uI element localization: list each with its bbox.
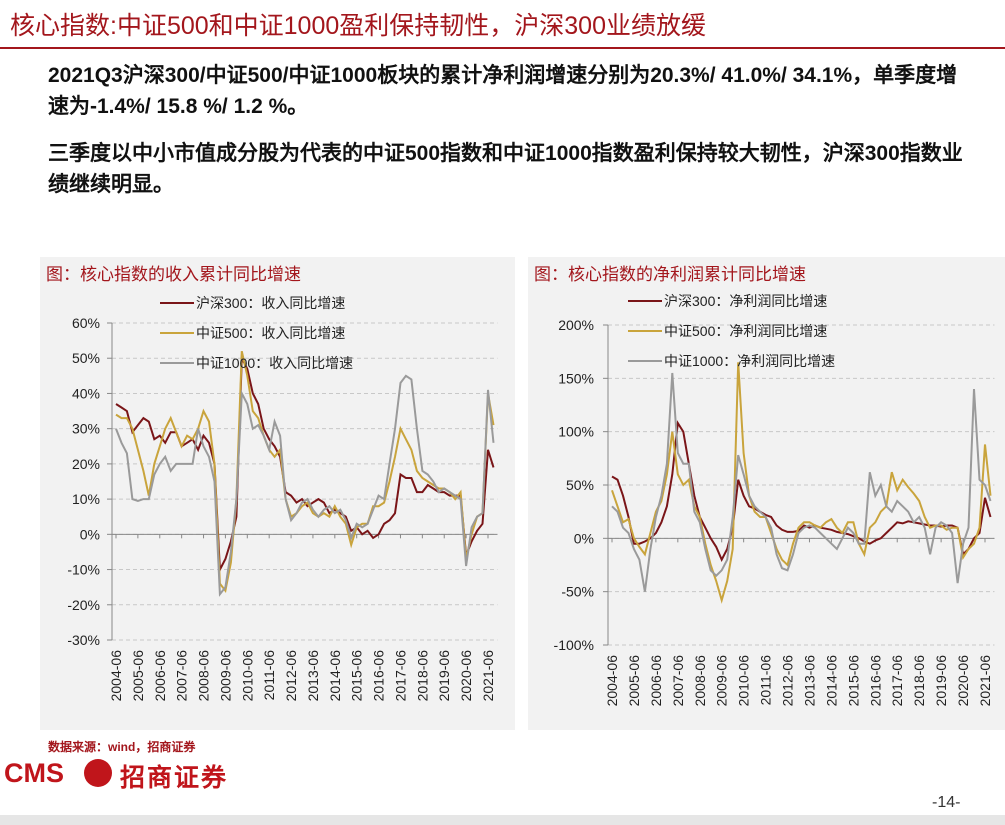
source-note: 数据来源：wind，招商证券	[48, 740, 196, 754]
x-tick-label: 2017-06	[889, 655, 905, 707]
x-tick-label: 2019-06	[436, 650, 452, 702]
logo-text: CMS	[4, 758, 64, 788]
paragraph: 2021Q3沪深300/中证500/中证1000板块的累计净利润增速分别为20.…	[48, 64, 958, 118]
y-tick-label: 50%	[72, 350, 100, 366]
x-tick-label: 2016-06	[371, 650, 387, 702]
chart-panel: 图：核心指数的收入累计同比增速 -30% -20% -10% 0% 10% 20% 30% 40…	[40, 257, 515, 730]
legend-label: 中证500：净利润同比增速	[664, 323, 827, 339]
y-tick-label: -20%	[67, 597, 100, 613]
y-tick-label: 60%	[72, 315, 100, 331]
x-tick-label: 2021-06	[480, 650, 496, 702]
x-tick-label: 2014-06	[327, 650, 343, 702]
y-tick-label: 20%	[72, 456, 100, 472]
y-tick-label: 10%	[72, 491, 100, 507]
legend-label: 中证500：收入同比增速	[196, 325, 345, 341]
x-tick-label: 2007-06	[174, 650, 190, 702]
y-tick-label: -50%	[561, 584, 594, 600]
footer-band	[0, 815, 1005, 825]
x-tick-label: 2018-06	[414, 650, 430, 702]
legend-label: 中证1000：收入同比增速	[196, 355, 353, 371]
x-tick-label: 2005-06	[626, 655, 642, 707]
legend-label: 沪深300：净利润同比增速	[664, 293, 827, 309]
x-tick-label: 2013-06	[801, 655, 817, 707]
x-tick-label: 2008-06	[692, 655, 708, 707]
x-tick-label: 2015-06	[349, 650, 365, 702]
y-tick-label: 0%	[80, 526, 100, 542]
y-tick-label: -30%	[67, 632, 100, 648]
x-tick-label: 2009-06	[714, 655, 730, 707]
x-tick-label: 2011-06	[261, 650, 277, 701]
legend-label: 中证1000：净利润同比增速	[664, 353, 835, 369]
x-tick-label: 2020-06	[458, 650, 474, 702]
y-tick-label: 50%	[566, 477, 594, 493]
x-tick-label: 2017-06	[392, 650, 408, 702]
series-line	[611, 362, 992, 604]
logo-icon	[84, 759, 112, 787]
x-tick-label: 2021-06	[977, 655, 993, 707]
x-tick-label: 2007-06	[670, 655, 686, 707]
x-tick-label: 2010-06	[239, 650, 255, 702]
x-tick-label: 2019-06	[933, 655, 949, 707]
x-tick-label: 2016-06	[867, 655, 883, 707]
y-tick-label: -100%	[554, 637, 594, 653]
x-tick-label: 2006-06	[152, 650, 168, 702]
x-tick-label: 2004-06	[604, 655, 620, 707]
x-tick-label: 2014-06	[823, 655, 839, 707]
y-tick-label: 0%	[574, 530, 594, 546]
title-rule	[0, 47, 1005, 49]
y-tick-label: 100%	[558, 424, 594, 440]
x-tick-label: 2020-06	[955, 655, 971, 707]
y-tick-label: -10%	[67, 562, 100, 578]
x-tick-label: 2006-06	[648, 655, 664, 707]
series-line	[611, 372, 992, 592]
series-line	[115, 374, 495, 597]
company-name: 招商证券	[120, 764, 229, 792]
y-tick-label: 150%	[558, 370, 594, 386]
slide-title: 核心指数:中证500和中证1000盈利保持韧性，沪深300业绩放缓	[10, 12, 706, 40]
paragraph: 三季度以中小市值成分股为代表的中证500指数和中证1000指数盈利保持较大韧性，…	[48, 142, 963, 196]
x-tick-label: 2011-06	[758, 655, 774, 706]
x-tick-label: 2004-06	[108, 650, 124, 702]
x-tick-label: 2005-06	[130, 650, 146, 702]
chart-panel: 图：核心指数的净利润累计同比增速 -100% -50% 0% 50% 100% 150% 20…	[528, 257, 1005, 730]
y-tick-label: 40%	[72, 385, 100, 401]
x-tick-label: 2012-06	[780, 655, 796, 707]
y-tick-label: 30%	[72, 421, 100, 437]
legend-label: 沪深300：收入同比增速	[196, 295, 345, 311]
series-line	[115, 350, 495, 594]
x-tick-label: 2015-06	[845, 655, 861, 707]
x-tick-label: 2018-06	[911, 655, 927, 707]
x-tick-label: 2013-06	[305, 650, 321, 702]
chart-title: 图：核心指数的收入累计同比增速	[46, 265, 301, 284]
page-number: -14-	[932, 794, 961, 811]
x-tick-label: 2012-06	[283, 650, 299, 702]
x-tick-label: 2010-06	[736, 655, 752, 707]
x-tick-label: 2009-06	[217, 650, 233, 702]
x-tick-label: 2008-06	[196, 650, 212, 702]
chart-title: 图：核心指数的净利润累计同比增速	[534, 265, 806, 284]
y-tick-label: 200%	[558, 317, 594, 333]
